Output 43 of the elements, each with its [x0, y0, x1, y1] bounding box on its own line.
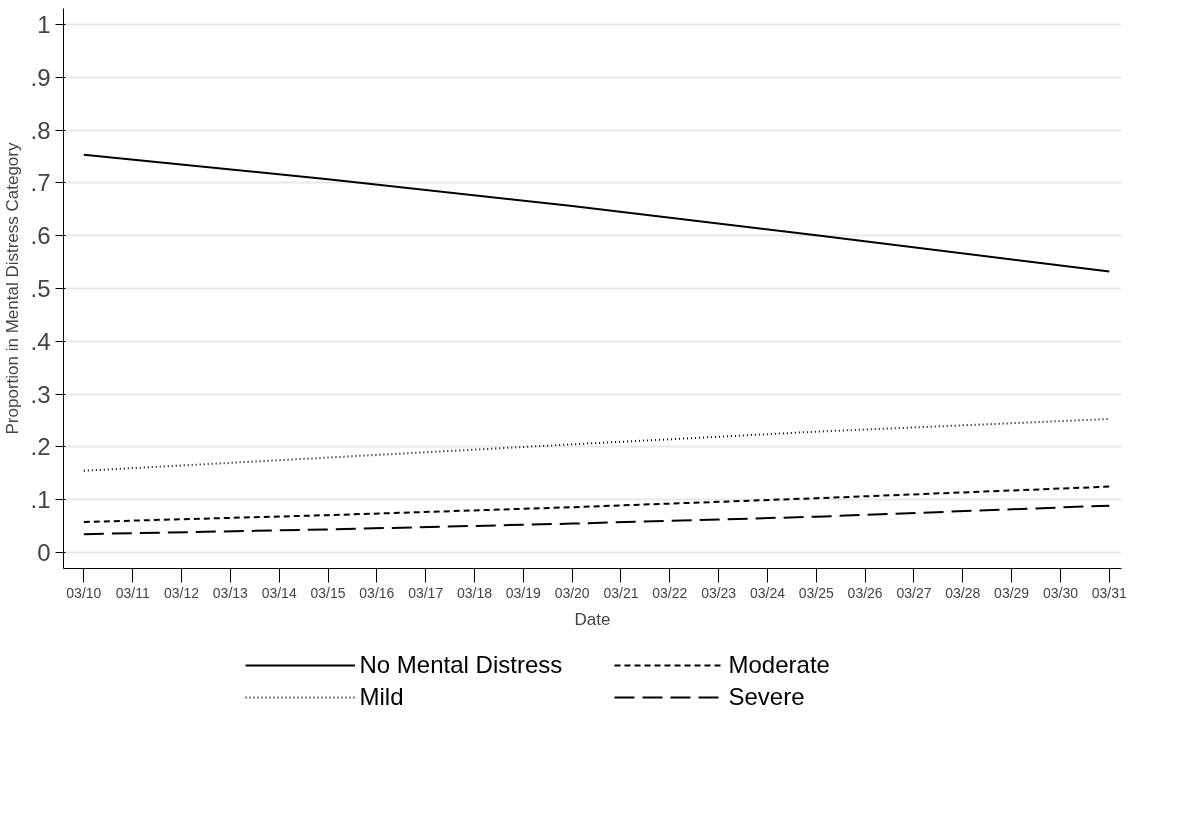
legend-label: No Mental Distress — [359, 651, 564, 679]
x-tick-label: 03/23 — [701, 584, 737, 601]
legend-label: Mild — [359, 683, 405, 711]
y-tick-label: .2 — [30, 433, 51, 461]
line-series — [82, 504, 1111, 536]
y-tick-label: .8 — [30, 116, 51, 144]
x-tick-label: 03/27 — [896, 584, 932, 601]
x-tick-label: 03/30 — [1042, 584, 1079, 601]
legend-label: Moderate — [728, 651, 831, 679]
x-tick-label: 03/15 — [310, 584, 346, 601]
legend-label: Severe — [728, 683, 806, 711]
y-tick-label: .6 — [30, 222, 51, 250]
line-series — [82, 153, 1111, 273]
y-tick-label: .3 — [30, 380, 51, 408]
y-tick-label: .9 — [30, 63, 51, 91]
y-tick-label: .4 — [30, 327, 51, 355]
line-series — [82, 485, 1111, 524]
x-tick-label: 03/26 — [847, 584, 883, 601]
y-axis-title: Proportion in Mental Distress Category — [3, 142, 23, 435]
x-axis-title: Date — [574, 609, 611, 629]
x-tick-label: 03/19 — [505, 584, 542, 601]
x-tick-label: 03/31 — [1091, 584, 1128, 601]
x-tick-label: 03/24 — [749, 584, 786, 601]
x-tick-label: 03/16 — [359, 584, 395, 601]
x-tick-label: 03/14 — [261, 584, 297, 601]
x-tick-label: 03/22 — [652, 584, 688, 601]
x-tick-label: 03/13 — [212, 584, 249, 601]
x-tick-label: 03/21 — [603, 584, 639, 601]
x-tick-label: 03/29 — [994, 584, 1030, 601]
x-tick-label: 03/20 — [554, 584, 590, 601]
x-tick-label: 03/10 — [66, 584, 102, 601]
x-tick-label: 03/28 — [945, 584, 981, 601]
x-tick-label: 03/25 — [798, 584, 835, 601]
y-tick-label: 0 — [37, 539, 51, 567]
y-tick-label: .1 — [30, 486, 51, 514]
y-tick-label: 1 — [37, 10, 51, 38]
x-tick-label: 03/12 — [163, 584, 200, 601]
y-tick-label: .7 — [30, 169, 51, 197]
x-tick-label: 03/18 — [456, 584, 493, 601]
line-series — [82, 417, 1111, 472]
x-tick-label: 03/17 — [408, 584, 444, 601]
x-tick-label: 03/11 — [115, 584, 150, 601]
y-tick-label: .5 — [30, 275, 51, 302]
